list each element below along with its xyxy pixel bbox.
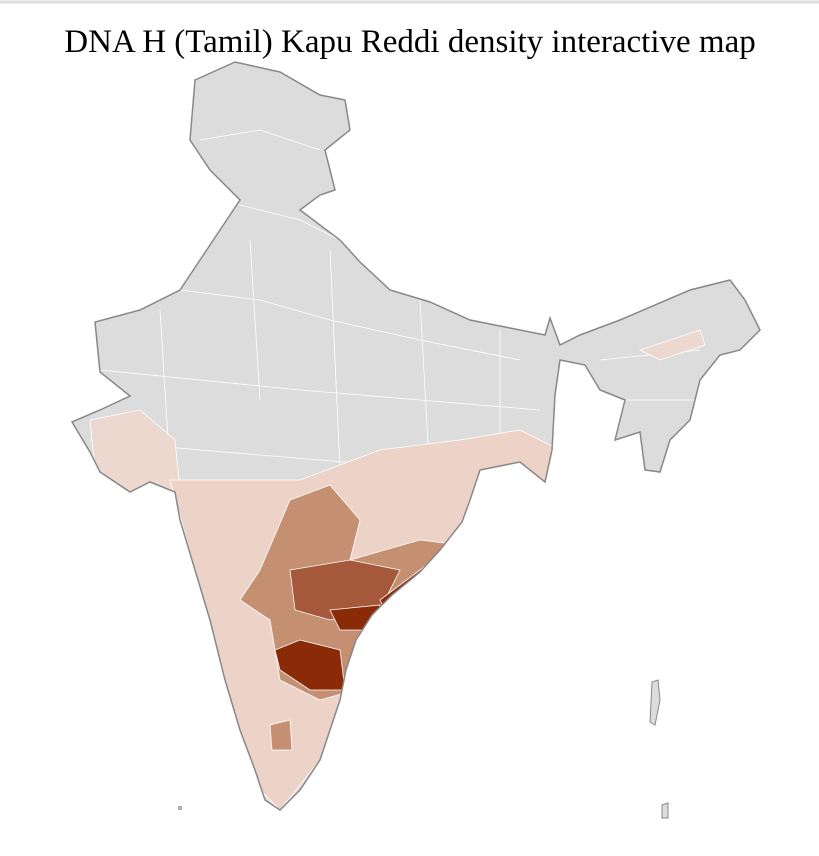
islands — [178, 679, 669, 819]
island — [661, 802, 669, 819]
country-outline — [70, 61, 761, 811]
india-map — [72, 62, 760, 810]
map-title: DNA H (Tamil) Kapu Reddi density interac… — [64, 24, 755, 60]
region-medium — [269, 719, 293, 751]
island — [178, 806, 182, 810]
region-light — [638, 329, 706, 361]
island — [649, 679, 661, 726]
